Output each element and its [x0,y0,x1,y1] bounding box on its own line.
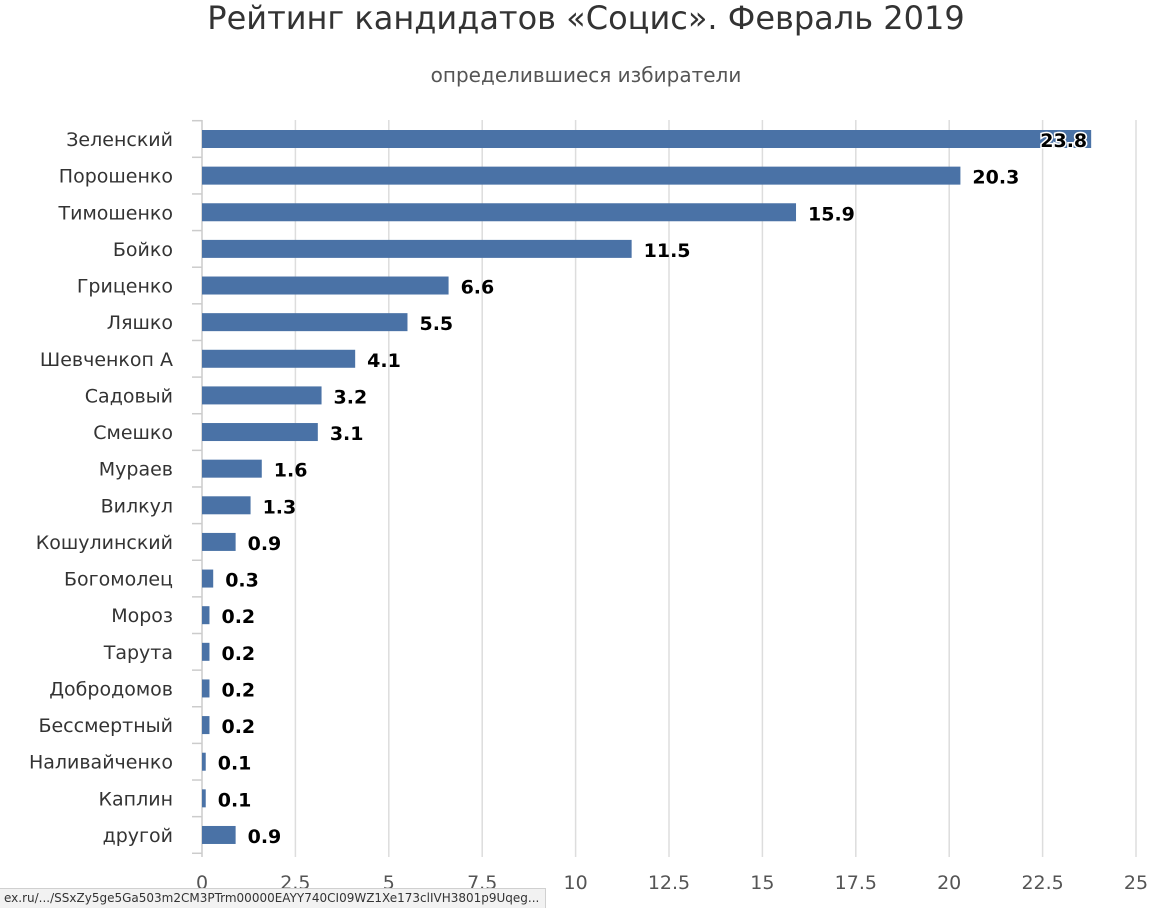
bar [202,423,318,442]
data-label: 0.1 [218,753,252,775]
x-tick-label: 10 [564,872,588,894]
grid-lines [294,120,1137,857]
x-tick-label: 15 [750,872,774,894]
data-label: 0.2 [221,716,255,738]
data-label: 3.1 [330,423,364,445]
category-label: Каплин [99,788,173,810]
category-label: Наливайченко [29,752,173,774]
bar [202,349,356,368]
category-label: Добродомов [49,678,173,700]
status-url-bar: ex.ru/.../SSxZy5ge5Ga503m2CM3PTrm00000EA… [0,888,547,908]
data-label: 0.2 [221,643,255,665]
data-label: 3.2 [334,386,368,408]
bar [202,606,210,625]
x-tick-label: 12.5 [648,872,690,894]
category-label: Порошенко [59,166,173,188]
data-label: 4.1 [367,350,401,372]
category-label: Вилкул [101,495,173,517]
category-label: Бессмертный [38,715,173,737]
data-label: 1.3 [263,496,297,518]
bar [202,239,632,258]
data-labels: 23.8 20.3 15.9 11.5 6.6 5.5 4.1 3.2 3.1 1.6 1.3 0.9… [218,129,1089,848]
x-tick-labels: 0 2.5 5 7.5 10 12.5 15 17.5 20 22.5 25 [196,872,1148,894]
bar [202,459,262,478]
x-tick-label: 17.5 [835,872,877,894]
data-label: 20.3 [972,167,1019,189]
category-label: Тимошенко [57,202,173,224]
data-label: 6.6 [461,277,495,299]
bar [202,496,251,515]
category-label: Богомолец [64,569,173,591]
data-label: 11.5 [644,240,691,262]
category-label: Садовый [85,385,173,407]
bar [202,789,206,808]
category-label: Мороз [111,605,173,627]
bar [202,532,236,551]
category-label: Тарута [103,642,173,664]
bar [202,679,210,698]
category-label: Кошулинский [36,532,173,554]
x-tick-label: 25 [1124,872,1148,894]
category-labels: Зеленский Порошенко Тимошенко Бойко Гриценко… [29,129,173,847]
data-label: 5.5 [419,313,453,335]
x-tick-label: 22.5 [1021,872,1063,894]
bar [202,825,236,844]
category-label: Мураев [99,459,173,481]
category-label: Шевченкоп А [40,349,173,371]
category-label: Смешко [93,422,173,444]
bar [202,276,449,295]
bar [202,752,206,771]
data-label: 0.9 [248,826,282,848]
data-label: 23.8 [1040,130,1087,152]
data-label: 15.9 [808,203,855,225]
bar [202,203,797,222]
category-label: другой [103,825,173,847]
category-label: Ляшко [107,312,173,334]
bars [202,130,1092,844]
category-label: Гриценко [77,276,173,298]
bar [202,386,322,405]
data-label: 0.2 [221,679,255,701]
category-label: Зеленский [66,129,173,151]
bar [202,716,210,735]
bar [202,166,961,185]
category-label: Бойко [113,239,173,261]
bar [202,642,210,661]
bar [202,130,1092,148]
data-label: 0.1 [218,789,252,811]
chart-subtitle: определившиеся избиратели [431,63,742,87]
bar [202,313,408,332]
data-label: 0.9 [248,533,282,555]
x-tick-label: 20 [937,872,961,894]
axes [192,119,203,857]
data-label: 1.6 [274,460,308,482]
chart-title: Рейтинг кандидатов «Социс». Февраль 2019 [207,0,964,37]
data-label: 0.2 [221,606,255,628]
data-label: 0.3 [225,570,259,592]
bar [202,569,214,588]
